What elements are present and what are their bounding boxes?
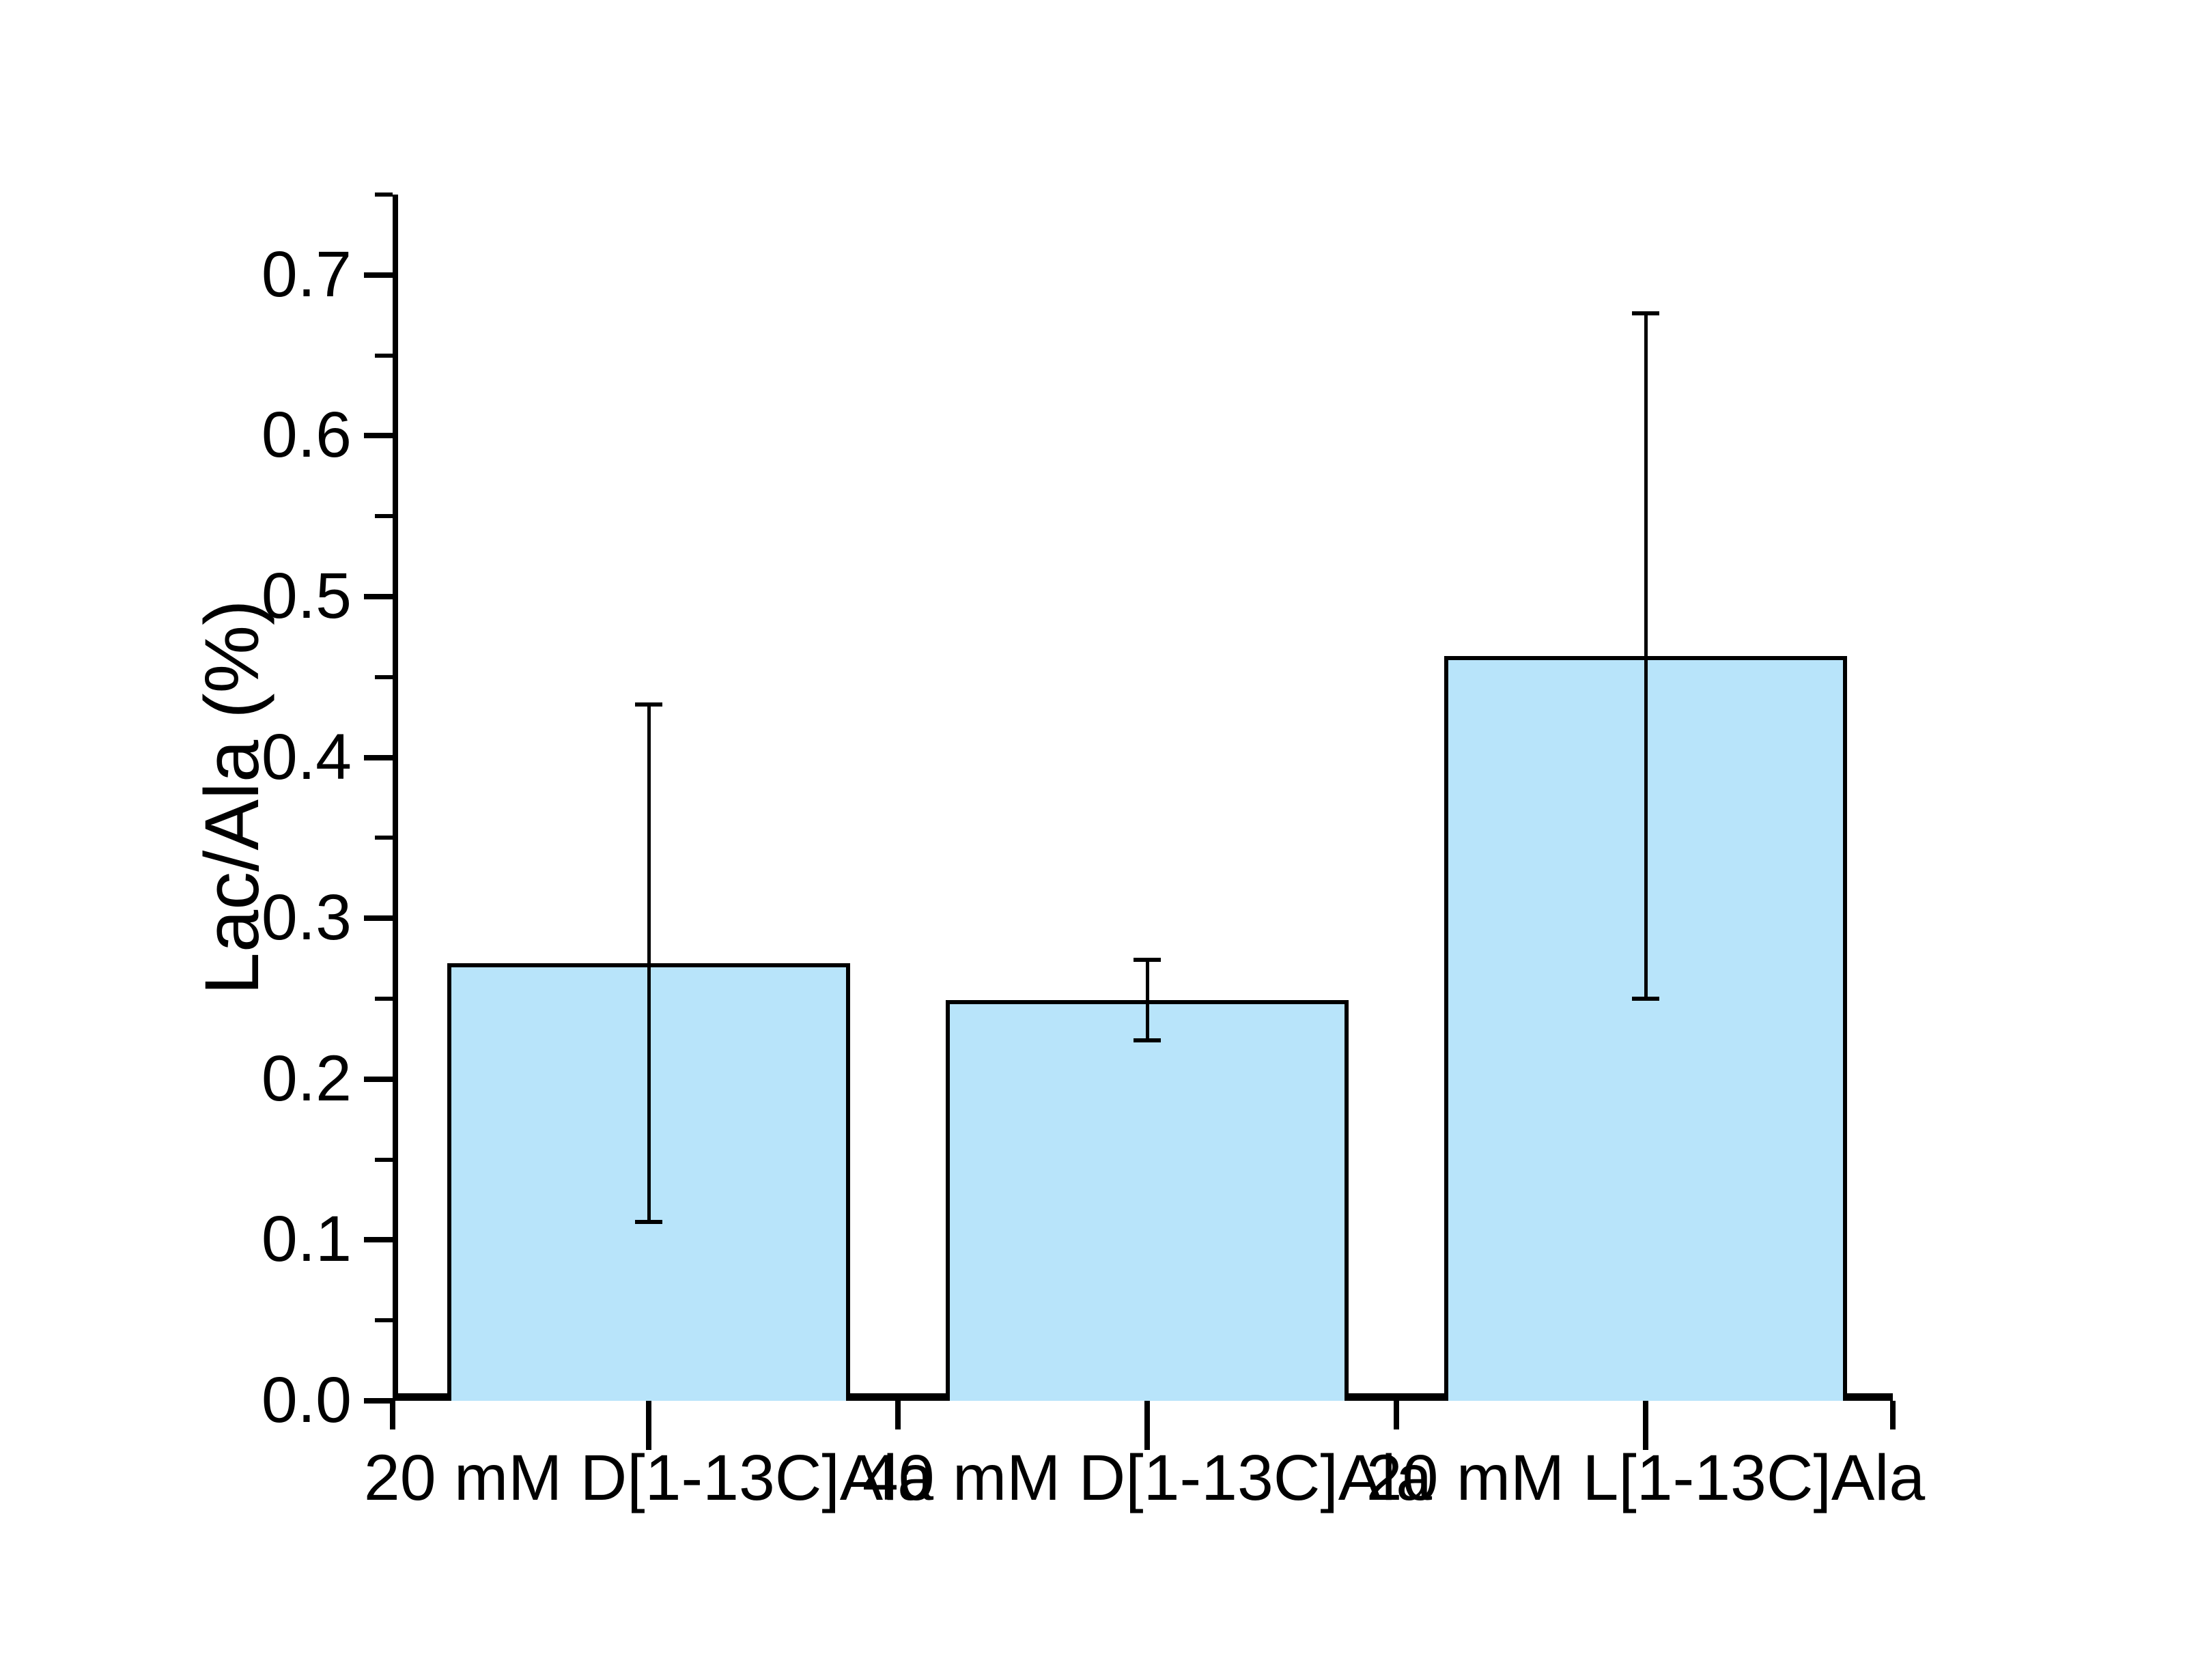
y-tick-label: 0.1	[261, 1203, 352, 1276]
error-bar-cap	[1632, 997, 1659, 1001]
error-bar-line	[1644, 313, 1648, 999]
x-axis-major-tick	[646, 1401, 651, 1450]
x-category-label: 20 mM L[1-13C]Ala	[1366, 1442, 1926, 1514]
x-axis-boundary-tick	[1890, 1401, 1896, 1429]
y-tick-label: 0.4	[261, 720, 352, 793]
y-axis-minor-tick	[375, 353, 393, 358]
x-axis-boundary-tick	[895, 1401, 901, 1429]
error-bar-cap	[635, 702, 662, 707]
y-axis-major-tick	[364, 1237, 393, 1243]
x-axis-boundary-tick	[1394, 1401, 1399, 1429]
y-axis-minor-tick	[375, 514, 393, 519]
y-axis-major-tick	[364, 594, 393, 599]
y-axis-minor-tick	[375, 1318, 393, 1323]
x-category-label: 20 mM D[1-13C]Ala	[363, 1442, 934, 1514]
error-bar-cap	[1632, 311, 1659, 316]
y-tick-label: 0.0	[261, 1364, 352, 1436]
y-axis-major-tick	[364, 1076, 393, 1082]
y-axis-major-tick	[364, 915, 393, 922]
y-axis-major-tick	[364, 272, 393, 278]
error-bar-line	[647, 704, 651, 1223]
error-bar-cap	[1134, 958, 1161, 963]
y-axis-major-tick	[364, 754, 393, 760]
y-axis-major-tick	[364, 433, 393, 439]
y-tick-label: 0.7	[261, 238, 352, 311]
y-axis-minor-tick	[375, 674, 393, 679]
y-axis-minor-tick	[375, 193, 393, 197]
y-tick-label: 0.3	[261, 881, 352, 954]
x-axis-major-tick	[1643, 1401, 1648, 1450]
error-bar-line	[1145, 960, 1149, 1041]
x-category-label: 40 mM D[1-13C]Ala	[862, 1442, 1433, 1514]
error-bar-cap	[635, 1220, 662, 1225]
x-axis-boundary-tick	[390, 1401, 395, 1429]
y-axis-minor-tick	[375, 1157, 393, 1162]
y-axis-minor-tick	[375, 836, 393, 840]
bar	[946, 1000, 1349, 1401]
error-bar-cap	[1134, 1038, 1161, 1043]
y-axis-minor-tick	[375, 997, 393, 1001]
y-tick-label: 0.6	[261, 399, 352, 472]
y-tick-label: 0.5	[261, 560, 352, 632]
y-tick-label: 0.2	[261, 1042, 352, 1115]
x-axis-major-tick	[1144, 1401, 1150, 1450]
y-axis-major-tick	[364, 1398, 393, 1404]
